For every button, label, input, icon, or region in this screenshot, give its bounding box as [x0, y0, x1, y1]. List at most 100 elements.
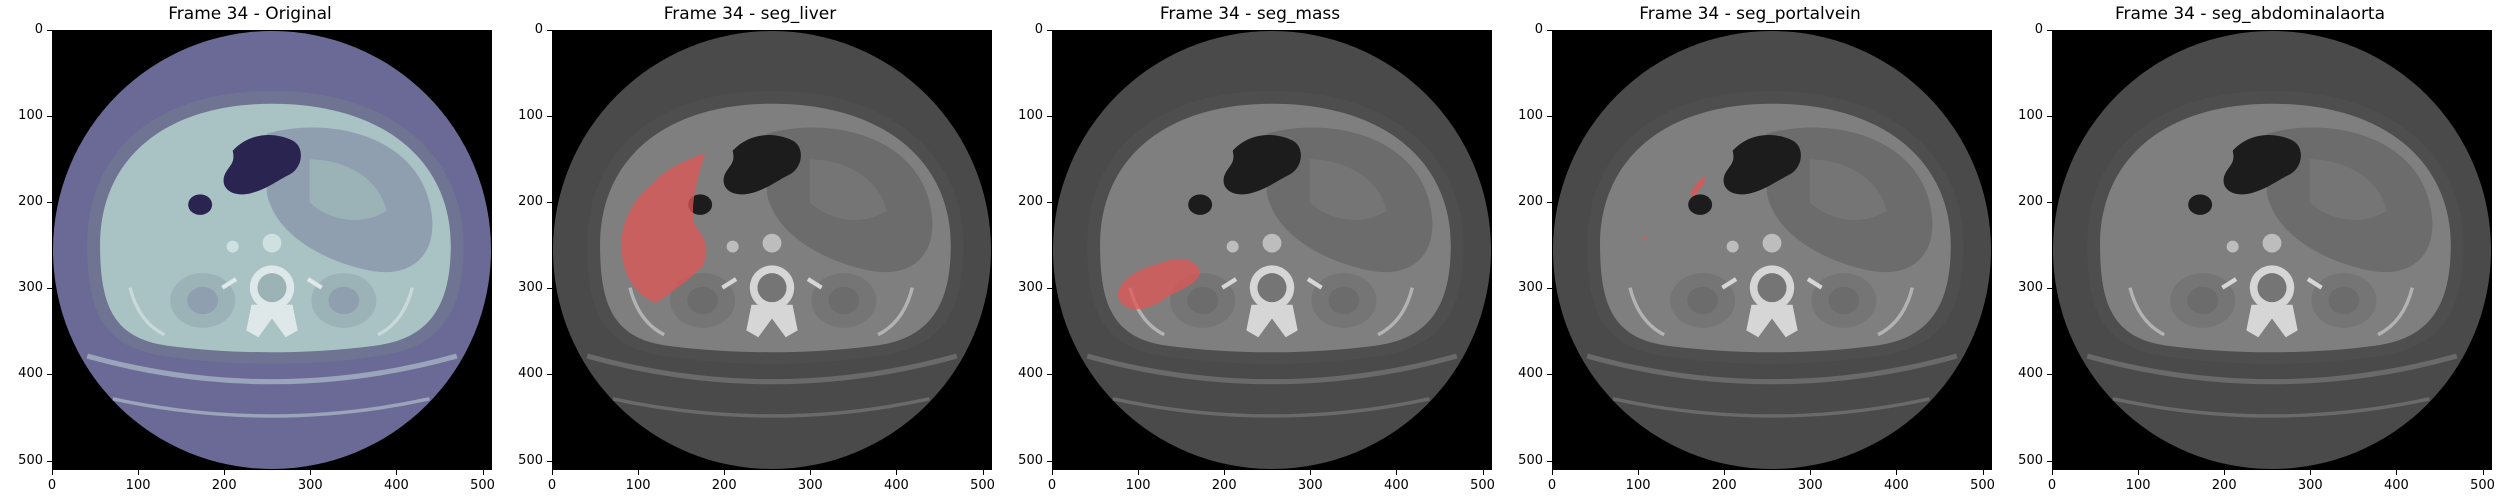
- x-tick-label: 0: [47, 478, 57, 493]
- y-tick-label: 500: [1018, 452, 1043, 468]
- liver-segmentation-overlay: [621, 152, 707, 304]
- y-tick-mark: [547, 202, 552, 204]
- y-tick-label: 400: [1018, 366, 1043, 382]
- ct-slice-image: [1553, 31, 1991, 469]
- x-tick-mark: [52, 470, 53, 475]
- ct-image-axes: [552, 30, 992, 470]
- y-tick-label: 200: [2018, 194, 2043, 210]
- panel-3: Frame 34 - seg_mass 0 100 200 300 400 500 0 100 2…: [1000, 0, 1500, 500]
- y-tick-label: 100: [518, 108, 543, 124]
- x-tick-label: 200: [711, 478, 737, 493]
- y-tick-mark: [2047, 202, 2052, 204]
- ct-slice-image: [2053, 31, 2491, 469]
- y-tick-mark: [2047, 374, 2052, 376]
- panel-title: Frame 34 - seg_mass: [1159, 4, 1341, 24]
- x-tick-mark: [1310, 470, 1312, 475]
- x-tick-label: 300: [2297, 478, 2323, 493]
- x-tick-mark: [2224, 470, 2226, 475]
- x-tick-mark: [1810, 470, 1812, 475]
- ct-image-axes: [1552, 30, 1992, 470]
- y-tick-label: 400: [1518, 366, 1543, 382]
- x-tick-mark: [1482, 470, 1484, 475]
- x-tick-label: 300: [797, 478, 823, 493]
- y-tick-mark: [2047, 288, 2052, 290]
- panel-title: Frame 34 - seg_abdominalaorta: [2114, 4, 2386, 24]
- x-tick-mark: [396, 470, 398, 475]
- panel-title: Frame 34 - seg_liver: [663, 4, 837, 24]
- y-tick-mark: [1547, 202, 1552, 204]
- y-tick-label: 0: [34, 22, 43, 37]
- y-tick-label: 100: [1018, 108, 1043, 124]
- ct-image-axes: [1052, 30, 1492, 470]
- y-tick-mark: [1047, 202, 1052, 204]
- x-tick-mark: [2396, 470, 2398, 475]
- panel-title: Frame 34 - Original: [168, 4, 332, 24]
- x-tick-mark: [2138, 470, 2140, 475]
- x-tick-label: 300: [297, 478, 323, 493]
- y-tick-mark: [2047, 30, 2052, 31]
- y-tick-label: 500: [18, 452, 43, 468]
- x-tick-mark: [1638, 470, 1640, 475]
- portalvein-segmentation-overlay: [1689, 176, 1706, 197]
- y-tick-label: 200: [518, 194, 543, 210]
- x-tick-label: 400: [1884, 478, 1909, 493]
- y-tick-mark: [547, 374, 552, 376]
- x-tick-mark: [1138, 470, 1140, 475]
- x-tick-label: 400: [1384, 478, 1409, 493]
- x-tick-label: 0: [2047, 478, 2057, 493]
- y-tick-mark: [1047, 374, 1052, 376]
- y-tick-mark: [1047, 116, 1052, 118]
- ct-image-axes: [2052, 30, 2492, 470]
- x-tick-label: 100: [2125, 478, 2151, 493]
- x-tick-mark: [552, 470, 553, 475]
- y-tick-mark: [547, 116, 552, 118]
- ct-slice-image: [553, 31, 991, 469]
- x-tick-label: 300: [1797, 478, 1823, 493]
- x-tick-mark: [1396, 470, 1398, 475]
- x-tick-label: 200: [211, 478, 237, 493]
- x-tick-mark: [2310, 470, 2312, 475]
- ct-image-axes: [52, 30, 492, 470]
- ct-slice-image: [53, 31, 491, 469]
- y-tick-mark: [1547, 30, 1552, 31]
- x-tick-label: 500: [1970, 478, 1995, 493]
- y-tick-label: 500: [518, 452, 543, 468]
- y-tick-mark: [1547, 460, 1552, 462]
- x-tick-label: 500: [970, 478, 995, 493]
- x-tick-label: 400: [2384, 478, 2409, 493]
- x-tick-label: 300: [1297, 478, 1323, 493]
- panel-2: Frame 34 - seg_liver 0 100 200 300 400 500 0 100…: [500, 0, 1000, 500]
- y-tick-mark: [547, 30, 552, 31]
- y-tick-mark: [47, 288, 52, 290]
- y-tick-mark: [547, 460, 552, 462]
- y-tick-label: 400: [18, 366, 43, 382]
- y-tick-label: 0: [534, 22, 543, 37]
- y-tick-label: 300: [518, 280, 543, 296]
- x-tick-label: 200: [2211, 478, 2237, 493]
- x-tick-label: 200: [1211, 478, 1237, 493]
- x-tick-mark: [724, 470, 726, 475]
- y-tick-label: 300: [1518, 280, 1543, 296]
- x-tick-label: 100: [1625, 478, 1651, 493]
- x-tick-label: 500: [470, 478, 495, 493]
- x-tick-mark: [810, 470, 812, 475]
- y-tick-mark: [2047, 116, 2052, 118]
- x-tick-mark: [982, 470, 984, 475]
- x-tick-label: 100: [625, 478, 651, 493]
- y-tick-mark: [47, 374, 52, 376]
- y-tick-mark: [1047, 30, 1052, 31]
- x-tick-mark: [224, 470, 226, 475]
- y-tick-label: 200: [1518, 194, 1543, 210]
- y-tick-label: 100: [1518, 108, 1543, 124]
- y-tick-label: 300: [2018, 280, 2043, 296]
- x-tick-label: 400: [884, 478, 909, 493]
- x-tick-label: 100: [1125, 478, 1151, 493]
- x-tick-mark: [310, 470, 312, 475]
- x-tick-label: 200: [1711, 478, 1737, 493]
- y-tick-mark: [47, 460, 52, 462]
- y-tick-label: 400: [2018, 366, 2043, 382]
- x-tick-label: 500: [2470, 478, 2495, 493]
- y-tick-label: 400: [518, 366, 543, 382]
- y-tick-mark: [1047, 288, 1052, 290]
- y-tick-mark: [1547, 288, 1552, 290]
